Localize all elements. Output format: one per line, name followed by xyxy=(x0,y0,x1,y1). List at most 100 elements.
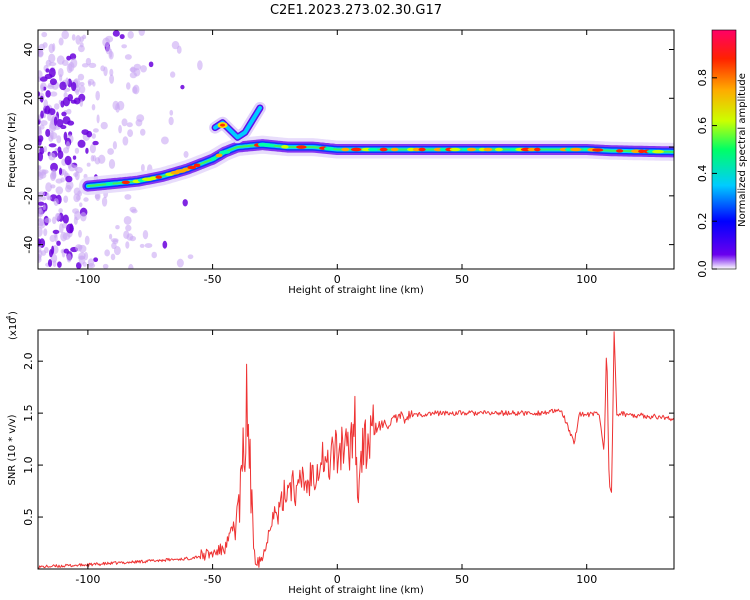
spectrogram-x-label: Height of straight line (km) xyxy=(288,285,424,296)
noise-speckle xyxy=(74,171,80,181)
noise-speckle xyxy=(67,120,75,126)
noise-speckle xyxy=(75,166,83,174)
noise-speckle xyxy=(102,37,111,47)
ridge-hotspot xyxy=(379,147,388,152)
noise-speckle xyxy=(135,119,143,127)
noise-speckle xyxy=(56,135,62,144)
noise-speckle xyxy=(187,254,194,260)
noise-speckle xyxy=(85,57,92,66)
noise-speckle xyxy=(70,81,77,92)
noise-speckle xyxy=(38,50,44,58)
noise-speckle xyxy=(140,128,146,136)
noise-speckle xyxy=(43,146,48,153)
noise-speckle xyxy=(110,253,116,261)
noise-speckle xyxy=(138,30,145,36)
colorbar-tick-label: 0.6 xyxy=(696,117,709,135)
noise-speckle xyxy=(104,249,110,257)
noise-speckle xyxy=(102,263,109,269)
noise-speckle xyxy=(144,243,153,249)
noise-speckle xyxy=(54,103,60,110)
noise-speckle xyxy=(89,143,96,154)
ridge-hotspot xyxy=(494,147,503,152)
noise-speckle xyxy=(45,59,52,67)
noise-speckle xyxy=(53,116,58,126)
ridge-hotspot xyxy=(218,150,231,155)
ridge-hotspot xyxy=(527,147,537,152)
spectrogram-x-ticks: -100 -50 0 50 100 xyxy=(75,30,597,286)
noise-speckle xyxy=(140,65,147,73)
ridge-hotspot xyxy=(592,148,604,152)
noise-speckle xyxy=(62,96,70,107)
noise-speckle xyxy=(170,71,176,78)
noise-speckle xyxy=(56,119,64,128)
colorbar-gradient xyxy=(711,29,737,270)
y-tick-label: 20 xyxy=(22,91,35,105)
noise-speckle xyxy=(56,240,61,246)
noise-speckle xyxy=(79,202,83,208)
noise-speckle xyxy=(81,63,89,68)
noise-speckle xyxy=(68,163,76,172)
noise-speckle xyxy=(61,111,67,117)
noise-speckle xyxy=(64,155,72,166)
noise-speckle xyxy=(140,164,145,172)
noise-speckle xyxy=(91,133,96,139)
noise-speckle xyxy=(45,68,50,73)
y-tick-label: -40 xyxy=(22,236,35,254)
noise-speckle xyxy=(96,114,100,124)
noise-speckle xyxy=(63,195,69,203)
noise-speckle xyxy=(43,228,48,237)
noise-speckle xyxy=(182,199,188,207)
ridge-hotspot xyxy=(570,147,582,152)
ridge-hotspot xyxy=(121,180,130,185)
noise-speckle xyxy=(183,150,189,158)
noise-speckle xyxy=(75,34,81,45)
noise-speckle xyxy=(73,97,81,105)
ridge-hotspot xyxy=(323,146,334,151)
noise-speckle xyxy=(39,95,44,103)
noise-speckle xyxy=(48,152,56,161)
noise-speckle xyxy=(60,100,65,108)
noise-speckle xyxy=(38,238,42,247)
noise-speckle xyxy=(105,45,111,55)
noise-speckle xyxy=(58,67,64,78)
noise-speckle xyxy=(75,195,81,201)
spectrogram-panel: -100 -50 0 50 100 -40 -20 0 20 40 Height of stra… xyxy=(7,29,675,296)
noise-speckle xyxy=(71,34,76,41)
noise-speckle xyxy=(162,240,168,249)
noise-speckle xyxy=(60,177,65,183)
noise-speckle xyxy=(95,90,100,101)
noise-speckle xyxy=(112,239,119,245)
ridge-hotspot xyxy=(418,147,426,152)
noise-speckle xyxy=(132,86,138,94)
noise-speckle xyxy=(63,91,68,99)
noise-speckle xyxy=(176,45,182,54)
spectrogram-y-ticks: -40 -20 0 20 40 xyxy=(22,43,674,254)
noise-speckle xyxy=(92,128,99,133)
noise-speckle xyxy=(49,78,57,86)
noise-speckle xyxy=(59,223,64,234)
noise-speckle xyxy=(124,194,132,200)
noise-speckle xyxy=(115,103,120,113)
noise-speckle xyxy=(61,30,70,40)
snr-multiplier-base: (x10 xyxy=(8,317,19,340)
noise-speckle xyxy=(42,42,48,48)
noise-speckle xyxy=(78,44,85,53)
noise-speckle xyxy=(83,197,89,202)
noise-speckle xyxy=(72,155,77,160)
noise-speckle xyxy=(66,253,72,263)
noise-speckle xyxy=(38,91,41,97)
noise-speckle xyxy=(65,140,71,150)
ridge-hotspot xyxy=(105,182,113,186)
noise-speckle xyxy=(58,167,63,176)
noise-speckle xyxy=(108,159,116,169)
x-tick-label: 100 xyxy=(576,273,597,286)
noise-speckle xyxy=(52,260,57,268)
noise-speckle xyxy=(127,129,134,138)
noise-speckle xyxy=(50,184,56,189)
x-tick-label: 50 xyxy=(455,573,469,586)
ridge-hotspot xyxy=(412,147,421,152)
noise-speckle xyxy=(115,224,120,230)
noise-speckle xyxy=(69,223,74,234)
x-tick-label: 0 xyxy=(334,573,341,586)
